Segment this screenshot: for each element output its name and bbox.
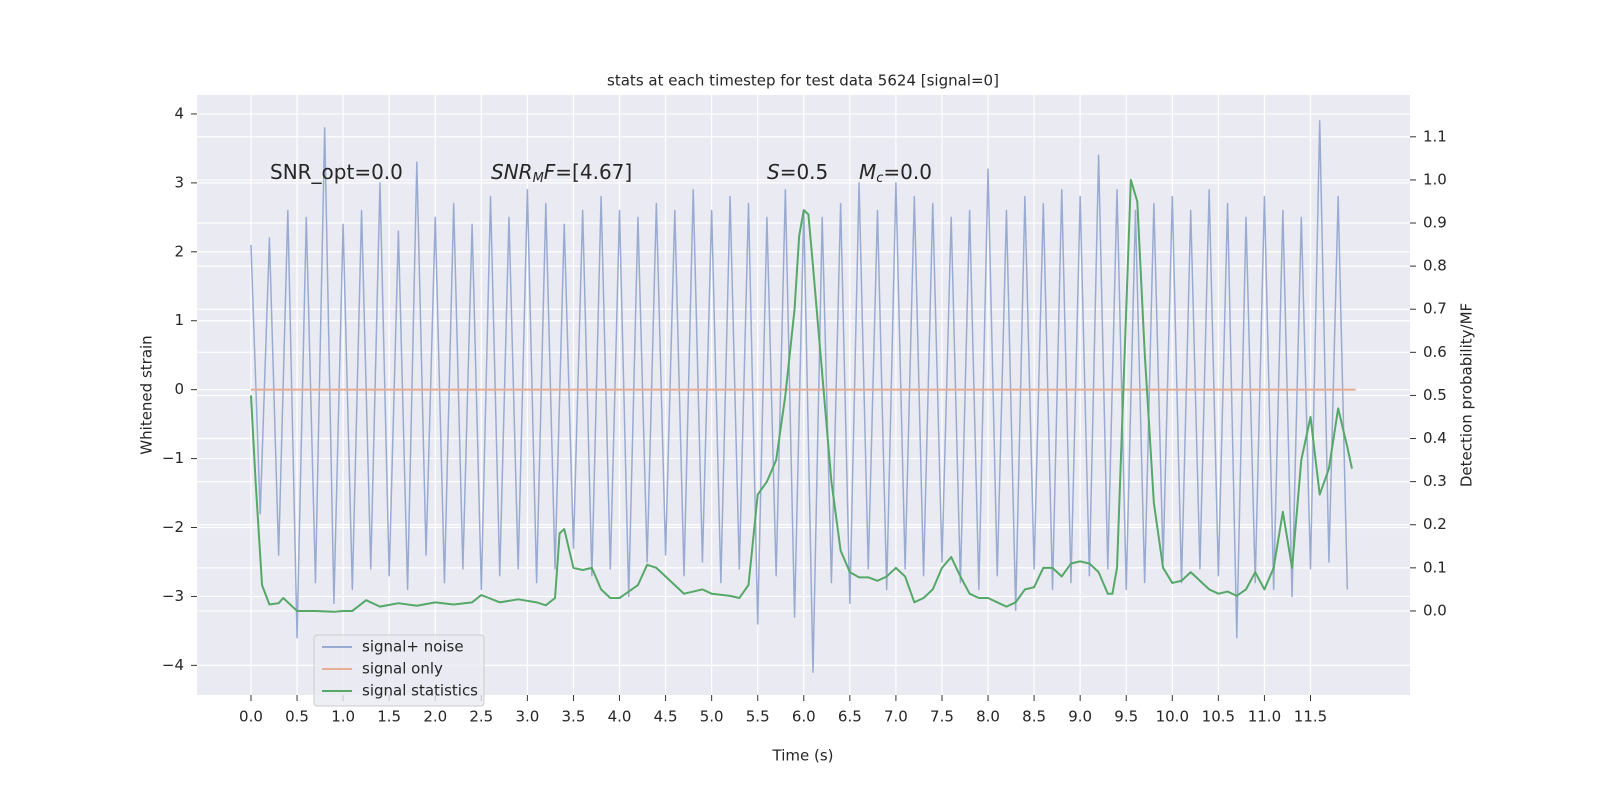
y2-tick-label: 0.4: [1423, 429, 1447, 447]
y-tick-label: 2: [174, 242, 184, 260]
annotation-part: =[4.67]: [555, 160, 632, 184]
annotation-part: S: [767, 160, 780, 184]
x-tick-label: 4.5: [654, 708, 678, 726]
x-tick-label: 10.5: [1202, 708, 1235, 726]
y-tick-label: −1: [162, 449, 184, 467]
y2-axis-label: Detection probability/MF: [1458, 303, 1476, 487]
x-tick-label: 8.5: [1022, 708, 1046, 726]
annotation: SNRMF=[4.67]: [491, 160, 632, 186]
legend-label: signal+ noise: [362, 638, 464, 656]
y-tick-label: 4: [174, 104, 184, 122]
legend-label: signal statistics: [362, 682, 478, 700]
x-tick-label: 6.5: [838, 708, 862, 726]
annotation: S=0.5: [767, 160, 828, 184]
y-tick-label: −4: [162, 656, 184, 674]
x-tick-label: 1.5: [377, 708, 401, 726]
y2-tick-label: 0.1: [1423, 558, 1447, 576]
series-line: [249, 178, 1353, 613]
x-axis-label: Time (s): [772, 747, 834, 765]
annotation-part: SNR: [491, 160, 533, 184]
x-tick-label: 8.0: [976, 708, 1000, 726]
x-tick-label: 5.0: [700, 708, 724, 726]
legend-box: [313, 634, 485, 707]
x-tick-label: 0.5: [285, 708, 309, 726]
y-axis-label: Whitened strain: [138, 335, 156, 454]
x-tick-label: 11.5: [1294, 708, 1327, 726]
y2-tick-label: 0.7: [1423, 300, 1447, 318]
y2-tick-label: 0.8: [1423, 257, 1447, 275]
x-tick-label: 2.0: [423, 708, 447, 726]
x-tick-label: 3.0: [515, 708, 539, 726]
legend-label: signal only: [362, 660, 443, 678]
y-tick-label: 0: [174, 380, 184, 398]
x-tick-label: 4.0: [608, 708, 632, 726]
annotation: Mc=0.0: [859, 160, 932, 186]
x-tick-label: 5.5: [746, 708, 770, 726]
x-tick-label: 10.0: [1156, 708, 1189, 726]
annotation-part: F: [544, 160, 556, 184]
x-tick-label: 2.5: [469, 708, 493, 726]
annotation: SNR_opt=0.0: [270, 160, 403, 184]
x-tick-label: 7.0: [884, 708, 908, 726]
annotation-part: M: [533, 171, 544, 186]
y2-tick-label: 0.2: [1423, 515, 1447, 533]
x-tick-label: 3.5: [562, 708, 586, 726]
y2-tick-label: 0.3: [1423, 472, 1447, 490]
y2-tick-label: 0.0: [1423, 601, 1447, 619]
annotation-part: =0.5: [780, 160, 829, 184]
x-tick-label: 0.0: [239, 708, 263, 726]
annotation-part: M: [859, 160, 876, 184]
annotation-part: c: [876, 171, 883, 186]
series-line: [250, 120, 1349, 673]
y-tick-label: 3: [174, 173, 184, 191]
x-tick-label: 1.0: [331, 708, 355, 726]
y-tick-label: 1: [174, 311, 184, 329]
chart-title: stats at each timestep for test data 562…: [607, 72, 999, 90]
x-tick-label: 9.5: [1114, 708, 1138, 726]
x-tick-label: 9.0: [1068, 708, 1092, 726]
annotation-part: =0.0: [883, 160, 932, 184]
y2-tick-label: 1.1: [1423, 127, 1447, 145]
annotation-part: SNR_opt=0.0: [270, 160, 403, 184]
x-tick-label: 7.5: [930, 708, 954, 726]
y2-tick-label: 1.0: [1423, 170, 1447, 188]
y2-tick-label: 0.5: [1423, 386, 1447, 404]
y2-tick-label: 0.6: [1423, 343, 1447, 361]
y2-tick-label: 0.9: [1423, 214, 1447, 232]
x-tick-label: 11.0: [1248, 708, 1281, 726]
y-tick-label: −2: [162, 518, 184, 536]
x-tick-label: 6.0: [792, 708, 816, 726]
y-tick-label: −3: [162, 587, 184, 605]
